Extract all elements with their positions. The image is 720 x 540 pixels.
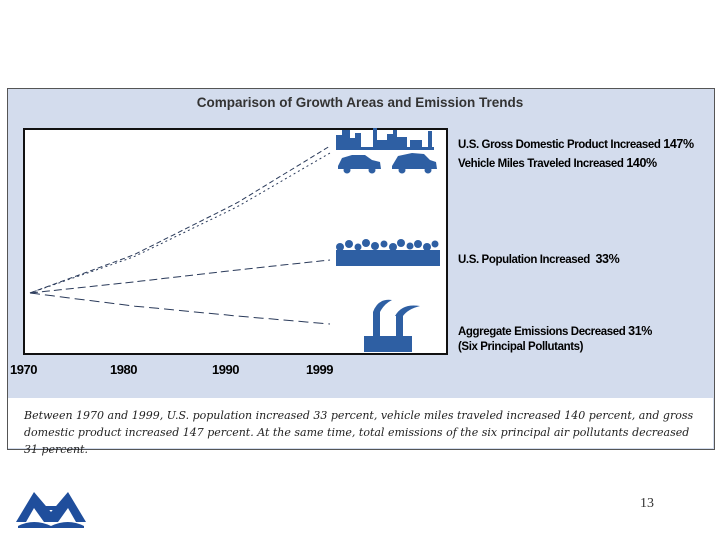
page-number: 13 — [640, 496, 654, 511]
tick-label-1980: 1980 — [110, 362, 137, 377]
label-emissions-sub: (Six Principal Pollutants) — [458, 341, 584, 353]
car-icon — [338, 153, 437, 174]
label-gdp: U.S. Gross Domestic Product Increased 14… — [458, 137, 694, 151]
label-vmt: Vehicle Miles Traveled Increased 140% — [458, 156, 657, 170]
epa-logo-icon — [16, 492, 86, 528]
city-skyline-icon — [336, 128, 434, 150]
tick-label-1990: 1990 — [212, 362, 239, 377]
series-line-0 — [29, 145, 331, 294]
series-line-2 — [29, 259, 331, 294]
tick-label-1970: 1970 — [10, 362, 37, 377]
crowd-icon — [336, 239, 440, 266]
series-line-1 — [29, 152, 331, 294]
label-emissions: Aggregate Emissions Decreased 31% — [458, 324, 652, 338]
tick-label-1999: 1999 — [306, 362, 333, 377]
chart-title: Comparison of Growth Areas and Emission … — [196, 95, 524, 110]
series-line-3 — [29, 292, 331, 325]
label-population: U.S. Population Increased 33% — [458, 252, 620, 266]
chart-caption: Between 1970 and 1999, U.S. population i… — [8, 398, 713, 456]
factory-smokestack-icon — [364, 299, 420, 352]
